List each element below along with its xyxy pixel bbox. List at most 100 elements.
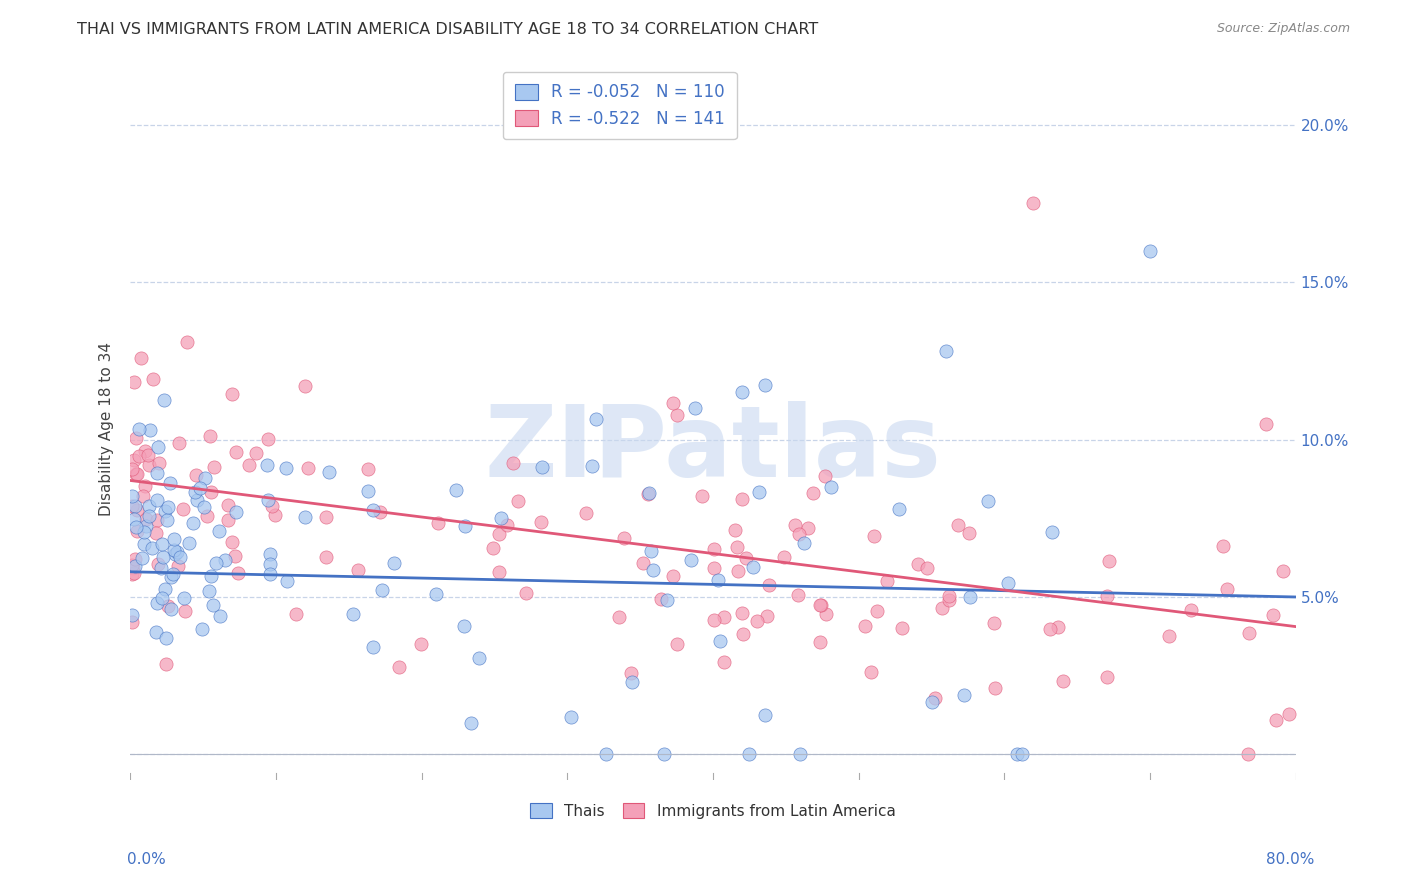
Point	[198, 584, 221, 599]
Y-axis label: Disability Age 18 to 34: Disability Age 18 to 34	[100, 342, 114, 516]
Point	[125, 524, 148, 538]
Point	[1216, 582, 1239, 596]
Point	[155, 657, 177, 672]
Point	[194, 471, 217, 485]
Point	[128, 450, 150, 464]
Point	[531, 460, 554, 475]
Point	[256, 458, 278, 472]
Point	[1098, 554, 1121, 568]
Point	[640, 544, 662, 558]
Point	[631, 557, 654, 571]
Point	[142, 371, 165, 385]
Point	[758, 578, 780, 592]
Point	[121, 561, 143, 575]
Point	[152, 549, 174, 564]
Point	[157, 500, 180, 515]
Point	[166, 545, 188, 559]
Point	[683, 401, 706, 415]
Point	[703, 613, 725, 627]
Point	[129, 351, 152, 365]
Point	[808, 598, 831, 612]
Point	[160, 570, 183, 584]
Point	[444, 483, 467, 498]
Point	[159, 476, 181, 491]
Point	[135, 519, 157, 533]
Point	[725, 540, 748, 554]
Point	[808, 635, 831, 649]
Point	[132, 489, 155, 503]
Point	[146, 557, 169, 571]
Point	[488, 565, 510, 579]
Legend: Thais, Immigrants from Latin America: Thais, Immigrants from Latin America	[524, 797, 901, 824]
Point	[613, 531, 636, 545]
Point	[789, 747, 811, 762]
Point	[1095, 670, 1118, 684]
Point	[121, 615, 143, 629]
Point	[620, 675, 643, 690]
Point	[488, 527, 510, 541]
Point	[200, 485, 222, 500]
Point	[150, 591, 173, 606]
Point	[156, 513, 179, 527]
Point	[148, 440, 170, 454]
Point	[257, 492, 280, 507]
Point	[666, 637, 689, 651]
Point	[186, 493, 208, 508]
Point	[454, 519, 477, 533]
Point	[703, 561, 725, 575]
Point	[139, 423, 162, 437]
Point	[865, 604, 887, 618]
Point	[121, 489, 143, 503]
Point	[122, 375, 145, 389]
Point	[188, 481, 211, 495]
Point	[285, 607, 308, 621]
Point	[134, 537, 156, 551]
Point	[217, 498, 239, 512]
Point	[173, 591, 195, 605]
Point	[125, 520, 148, 534]
Point	[959, 590, 981, 604]
Point	[506, 493, 529, 508]
Point	[581, 458, 603, 473]
Point	[935, 344, 957, 359]
Point	[138, 508, 160, 523]
Point	[371, 582, 394, 597]
Point	[148, 456, 170, 470]
Point	[141, 541, 163, 556]
Point	[200, 429, 222, 443]
Point	[225, 505, 247, 519]
Point	[707, 573, 730, 587]
Point	[1256, 417, 1278, 431]
Point	[813, 468, 835, 483]
Point	[607, 610, 630, 624]
Point	[136, 448, 159, 462]
Point	[146, 513, 169, 527]
Point	[138, 499, 160, 513]
Point	[453, 619, 475, 633]
Point	[124, 512, 146, 526]
Point	[121, 499, 143, 513]
Point	[637, 486, 659, 500]
Point	[146, 597, 169, 611]
Point	[772, 549, 794, 564]
Point	[1264, 713, 1286, 727]
Text: ZIPatlas: ZIPatlas	[485, 401, 942, 498]
Point	[184, 484, 207, 499]
Point	[264, 508, 287, 522]
Point	[652, 747, 675, 762]
Point	[221, 386, 243, 401]
Point	[1212, 539, 1234, 553]
Point	[1011, 747, 1033, 762]
Point	[150, 561, 173, 575]
Point	[731, 627, 754, 641]
Point	[1040, 525, 1063, 540]
Point	[155, 582, 177, 596]
Point	[146, 493, 169, 508]
Text: 80.0%: 80.0%	[1267, 852, 1315, 867]
Point	[200, 568, 222, 582]
Point	[121, 462, 143, 476]
Point	[174, 604, 197, 618]
Point	[122, 566, 145, 581]
Point	[388, 660, 411, 674]
Point	[801, 485, 824, 500]
